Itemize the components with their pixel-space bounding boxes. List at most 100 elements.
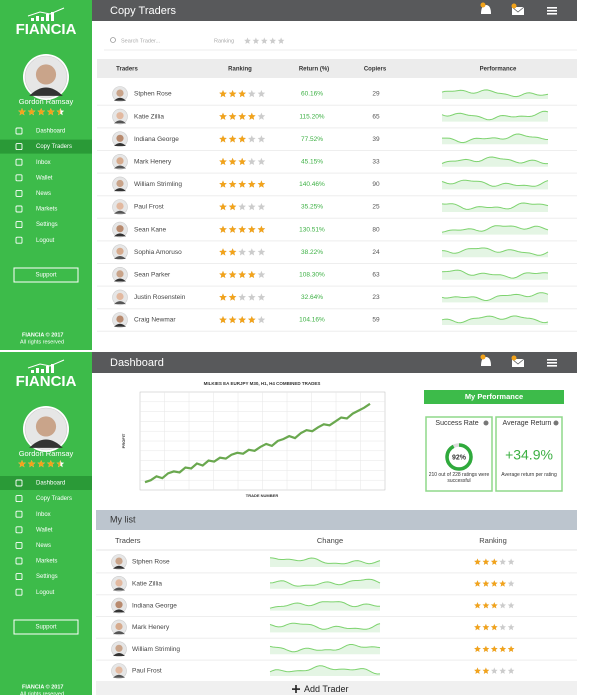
- notifications-icon[interactable]: [480, 354, 492, 367]
- star-filled: [238, 135, 246, 143]
- star-filled: [228, 203, 237, 211]
- column-header: Ranking: [479, 536, 507, 545]
- menu-item[interactable]: News: [15, 189, 51, 197]
- menu-icon: [15, 573, 23, 581]
- avatar-body: [113, 674, 125, 678]
- menu-item[interactable]: Logout: [15, 588, 55, 596]
- search-input[interactable]: Search Trader...: [121, 38, 161, 44]
- menu-item[interactable]: Inbox: [15, 510, 51, 518]
- menu-item[interactable]: Markets: [15, 205, 57, 213]
- copiers-value: 33: [372, 159, 380, 166]
- sparkline-area: [442, 248, 548, 258]
- notifications-icon[interactable]: [480, 2, 492, 15]
- messages-icon[interactable]: [511, 355, 525, 368]
- user-name: Gordon Ramsay: [19, 97, 74, 106]
- sparkline-area: [270, 665, 380, 676]
- avatar-body: [114, 120, 126, 124]
- star-filled: [219, 180, 227, 188]
- sparkline-area: [270, 579, 380, 589]
- return-value: 60.16%: [301, 91, 323, 98]
- trader-name: Katie Zillia: [134, 113, 164, 120]
- menu-icon: [15, 510, 23, 518]
- star-rating: [474, 645, 515, 653]
- menu-item[interactable]: Logout: [15, 236, 55, 244]
- menu-item[interactable]: Dashboard: [15, 127, 65, 135]
- logo-bar: [41, 17, 44, 21]
- donut-arc: [445, 443, 473, 471]
- star-filled: [47, 108, 55, 116]
- menu-item[interactable]: Copy Traders: [15, 495, 72, 503]
- menu-bar: [547, 7, 557, 9]
- column-header: Performance: [480, 67, 517, 73]
- menu-label: Logout: [36, 590, 55, 596]
- search-icon: [110, 37, 116, 43]
- star-filled: [474, 667, 481, 674]
- star-rating: [219, 316, 266, 324]
- y-axis-label: PROFIT: [121, 433, 126, 448]
- star-filled: [18, 460, 26, 468]
- copiers-value: 29: [372, 91, 380, 98]
- menu-item[interactable]: Wallet: [15, 526, 53, 534]
- trader-name: Sean Parker: [134, 272, 171, 279]
- logo-bar: [51, 364, 54, 373]
- star-empty: [499, 623, 507, 631]
- menu-item-active-bg: [0, 476, 92, 490]
- menu-icon[interactable]: [547, 359, 557, 367]
- star-rating: [219, 112, 266, 120]
- column-header: Return (%): [299, 67, 329, 73]
- logo-bar: [31, 18, 34, 21]
- menu-item[interactable]: Dashboard: [0, 476, 92, 490]
- support-button[interactable]: Support: [13, 619, 79, 635]
- return-value: 77.52%: [301, 136, 323, 143]
- star-empty: [257, 90, 266, 98]
- star-filled: [499, 645, 507, 653]
- sparkline: [269, 644, 381, 653]
- menu-item[interactable]: Markets: [15, 557, 57, 565]
- stat-card-title: Average Return: [502, 420, 552, 427]
- star-empty: [248, 157, 256, 166]
- avatar-face: [115, 557, 123, 565]
- menu-item[interactable]: Inbox: [15, 158, 51, 166]
- star-empty: [248, 90, 256, 98]
- star-filled: [219, 157, 227, 166]
- return-value: 130.51%: [299, 226, 325, 233]
- sidebar: [0, 352, 92, 695]
- avatar-face: [116, 270, 124, 278]
- menu-icon: [15, 158, 23, 166]
- menu-bar: [547, 362, 557, 364]
- sparkline: [441, 315, 549, 324]
- menu-bar: [547, 10, 557, 12]
- column-header: Traders: [116, 67, 138, 73]
- my-list-bar: [96, 510, 577, 530]
- star-filled: [219, 90, 227, 98]
- menu-icon[interactable]: [547, 7, 557, 15]
- star-filled: [507, 645, 515, 653]
- star-filled: [37, 460, 45, 468]
- avatar-face: [115, 601, 123, 609]
- return-value: 38.22%: [301, 249, 323, 256]
- menu-item[interactable]: News: [15, 541, 51, 549]
- sparkline-area: [270, 623, 380, 633]
- star-empty: [257, 157, 266, 166]
- menu-item[interactable]: Wallet: [15, 174, 53, 182]
- star-filled: [37, 108, 45, 116]
- menu-item[interactable]: Copy Traders: [0, 139, 92, 154]
- add-trader-button[interactable]: Add Trader: [96, 681, 577, 695]
- star-filled: [228, 112, 237, 120]
- support-border: [13, 619, 79, 635]
- footer-copyright: FIANCIA © 2017: [22, 683, 63, 690]
- menu-item[interactable]: Settings: [15, 221, 58, 229]
- star-filled: [47, 460, 55, 468]
- sparkline-area: [442, 225, 548, 235]
- info-icon: [483, 420, 489, 426]
- avatar-face: [35, 64, 57, 85]
- star-empty: [507, 558, 515, 565]
- support-button[interactable]: Support: [13, 267, 79, 283]
- support-border: [13, 267, 79, 283]
- star-filled: [27, 108, 36, 116]
- trader-name: Sean Kane: [134, 226, 167, 233]
- menu-item[interactable]: Settings: [15, 573, 58, 581]
- star-rating: [474, 558, 515, 565]
- menu-icon: [15, 205, 23, 213]
- messages-icon[interactable]: [511, 3, 525, 16]
